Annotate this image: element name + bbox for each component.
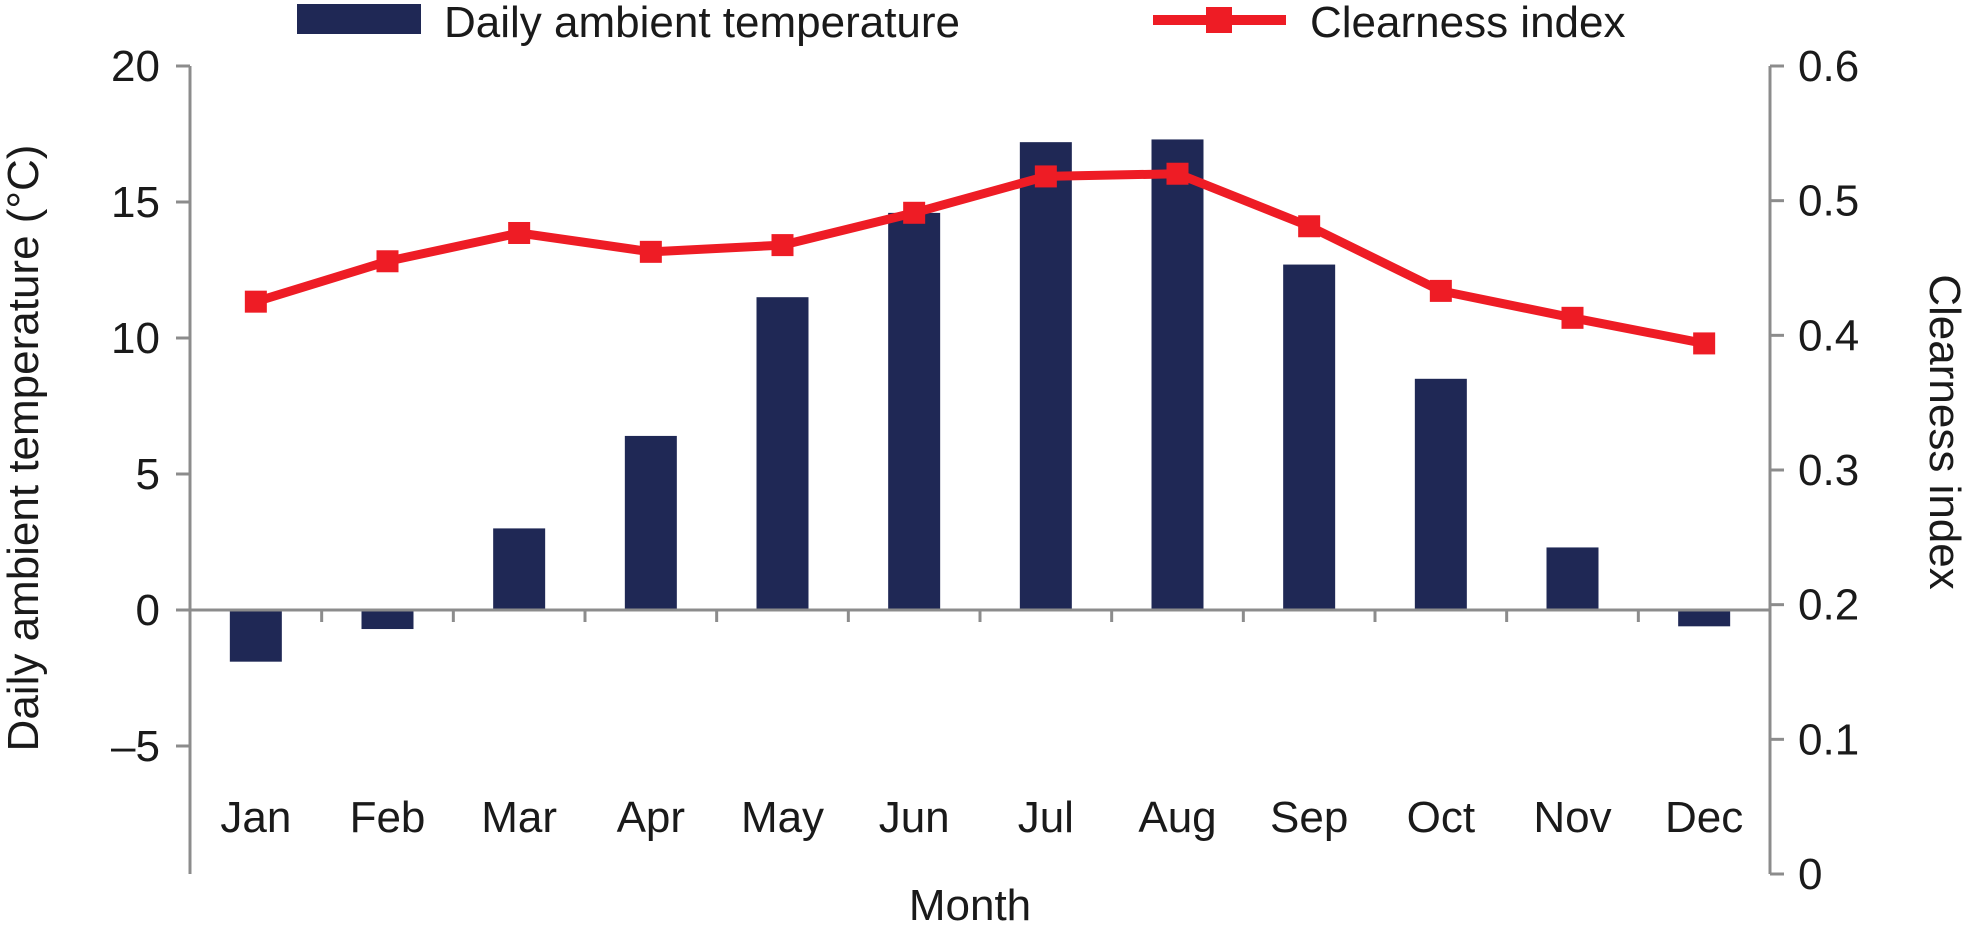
clearness-marker-feb: [376, 250, 399, 273]
legend-label-clearness: Clearness index: [1310, 0, 1626, 47]
bar-feb: [361, 610, 414, 630]
y2-tick-label: 0.1: [1798, 715, 1859, 764]
y-tick-label: 0: [136, 586, 160, 635]
temperature-bars: [229, 139, 1731, 662]
y-tick-label: 5: [136, 450, 160, 499]
x-tick-label-feb: Feb: [350, 793, 426, 842]
x-tick-label-aug: Aug: [1138, 793, 1216, 842]
clearness-line-path: [254, 169, 1706, 348]
x-tick-label-may: May: [741, 793, 824, 842]
legend-swatch-temperature: [297, 4, 421, 34]
y-tick-label: –5: [111, 722, 160, 771]
clearness-marker-jan: [244, 290, 267, 313]
x-tick-label-sep: Sep: [1270, 793, 1348, 842]
bar-aug: [1151, 139, 1204, 610]
y2-tick-label: 0: [1798, 850, 1822, 899]
clearness-marker-may: [771, 234, 794, 257]
bar-dec: [1678, 610, 1731, 627]
clearness-marker-apr: [639, 240, 662, 263]
bar-jul: [1019, 142, 1072, 610]
bar-jan: [229, 610, 282, 662]
bar-jun: [888, 212, 941, 610]
x-tick-label-jan: Jan: [220, 793, 291, 842]
y-tick-label: 15: [111, 178, 160, 227]
clearness-marker-oct: [1429, 279, 1452, 302]
clearness-marker-jun: [903, 201, 926, 224]
x-tick-label-apr: Apr: [617, 793, 685, 842]
legend-swatch-clearness-marker: [1206, 7, 1232, 33]
axes: [176, 64, 1784, 876]
clearness-marker-jul: [1034, 165, 1057, 188]
y2-tick-label: 0.4: [1798, 311, 1859, 360]
x-tick-label-mar: Mar: [481, 793, 557, 842]
clearness-marker-dec: [1693, 332, 1716, 355]
bar-nov: [1546, 547, 1599, 610]
y2-tick-label: 0.5: [1798, 177, 1859, 226]
y2-axis-title: Clearness index: [1920, 274, 1969, 590]
y2-tick-label: 0.3: [1798, 446, 1859, 495]
clearness-marker-aug: [1166, 162, 1189, 185]
x-tick-label-dec: Dec: [1665, 793, 1743, 842]
tick-labels: –5 0 5 10 15 20 0 0.1 0.2 0.3 0.4 0.5 0.6 Jan Feb Mar Ap…: [111, 42, 1859, 899]
y-tick-label: 10: [111, 314, 160, 363]
bar-oct: [1414, 378, 1467, 610]
clearness-marker-nov: [1561, 306, 1584, 329]
x-tick-label-jul: Jul: [1018, 793, 1074, 842]
y2-tick-label: 0.2: [1798, 581, 1859, 630]
legend-label-temperature: Daily ambient temperature: [444, 0, 960, 47]
clearness-line: [244, 162, 1716, 355]
clearness-marker-mar: [508, 221, 531, 244]
y2-tick-label: 0.6: [1798, 42, 1859, 91]
y-axis-title: Daily ambient temperature (°C): [0, 145, 48, 752]
x-tick-label-oct: Oct: [1407, 793, 1475, 842]
bar-sep: [1283, 264, 1336, 610]
bar-apr: [624, 435, 677, 610]
legend: Daily ambient temperature Clearness inde…: [297, 0, 1626, 47]
bar-mar: [493, 528, 546, 610]
x-tick-label-jun: Jun: [879, 793, 950, 842]
x-axis-title: Month: [909, 881, 1031, 930]
x-tick-label-nov: Nov: [1533, 793, 1611, 842]
clearness-marker-sep: [1298, 215, 1321, 238]
y-tick-label: 20: [111, 42, 160, 91]
bar-may: [756, 297, 809, 610]
